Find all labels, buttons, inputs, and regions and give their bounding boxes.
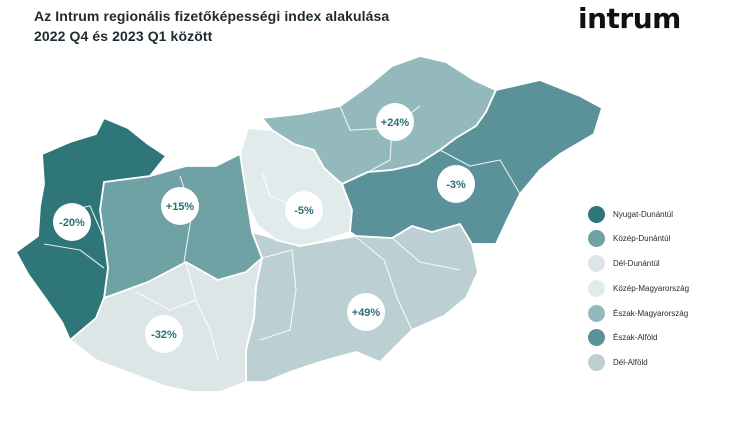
legend-item-eszak-alfold[interactable]: Észak-Alföld bbox=[588, 326, 689, 350]
value-bubble-eszak-alfold: -3% bbox=[437, 165, 475, 203]
value-bubble-eszak-magyarorszag: +24% bbox=[376, 103, 414, 141]
value-label-del-dunantul: -32% bbox=[151, 329, 177, 341]
region-eszak-alfold[interactable] bbox=[341, 79, 603, 245]
legend-swatch bbox=[588, 205, 605, 223]
region-nyugat-dunantul[interactable] bbox=[15, 117, 167, 341]
value-label-kozep-magyarorszag: -5% bbox=[294, 205, 314, 217]
value-bubble-del-dunantul: -32% bbox=[145, 315, 183, 353]
title-line-2: 2022 Q4 és 2023 Q1 között bbox=[34, 28, 213, 44]
legend-item-nyugat-dunantul[interactable]: Nyugat-Dunántúl bbox=[588, 202, 689, 226]
legend-item-del-dunantul[interactable]: Dél-Dunántúl bbox=[588, 252, 689, 276]
value-label-eszak-magyarorszag: +24% bbox=[381, 117, 410, 129]
value-label-eszak-alfold: -3% bbox=[446, 179, 466, 191]
legend-label: Észak-Magyarország bbox=[613, 308, 689, 318]
legend-swatch bbox=[588, 279, 605, 297]
legend-swatch bbox=[588, 230, 605, 248]
legend-swatch bbox=[588, 304, 605, 322]
legend: Nyugat-Dunántúl Közép-Dunántúl Dél-Dunán… bbox=[588, 202, 689, 376]
value-bubble-kozep-dunantul: +15% bbox=[161, 187, 199, 225]
legend-label: Nyugat-Dunántúl bbox=[613, 209, 674, 219]
legend-item-kozep-magyarorszag[interactable]: Közép-Magyarország bbox=[588, 276, 689, 300]
legend-item-eszak-magyarorszag[interactable]: Észak-Magyarország bbox=[588, 301, 689, 325]
map-title: Az Intrum regionális fizetőképességi ind… bbox=[34, 6, 389, 46]
value-label-kozep-dunantul: +15% bbox=[166, 201, 195, 213]
value-bubble-kozep-magyarorszag: -5% bbox=[285, 191, 323, 229]
legend-swatch bbox=[588, 329, 605, 347]
value-label-nyugat-dunantul: -20% bbox=[59, 217, 85, 229]
legend-item-kozep-dunantul[interactable]: Közép-Dunántúl bbox=[588, 227, 689, 251]
value-bubble-nyugat-dunantul: -20% bbox=[53, 203, 91, 241]
legend-label: Közép-Magyarország bbox=[613, 283, 690, 293]
legend-swatch bbox=[588, 255, 605, 273]
legend-label: Észak-Alföld bbox=[613, 333, 658, 343]
legend-label: Dél-Dunántúl bbox=[613, 259, 660, 269]
value-label-del-alfold: +49% bbox=[352, 307, 381, 319]
title-line-1: Az Intrum regionális fizetőképességi ind… bbox=[34, 8, 390, 24]
value-bubble-del-alfold: +49% bbox=[347, 293, 385, 331]
legend-label: Közép-Dunántúl bbox=[613, 234, 671, 244]
legend-item-del-alfold[interactable]: Dél-Alföld bbox=[588, 351, 689, 375]
legend-label: Dél-Alföld bbox=[613, 358, 648, 368]
intrum-logo: intrum bbox=[578, 2, 681, 35]
legend-swatch bbox=[588, 354, 605, 372]
